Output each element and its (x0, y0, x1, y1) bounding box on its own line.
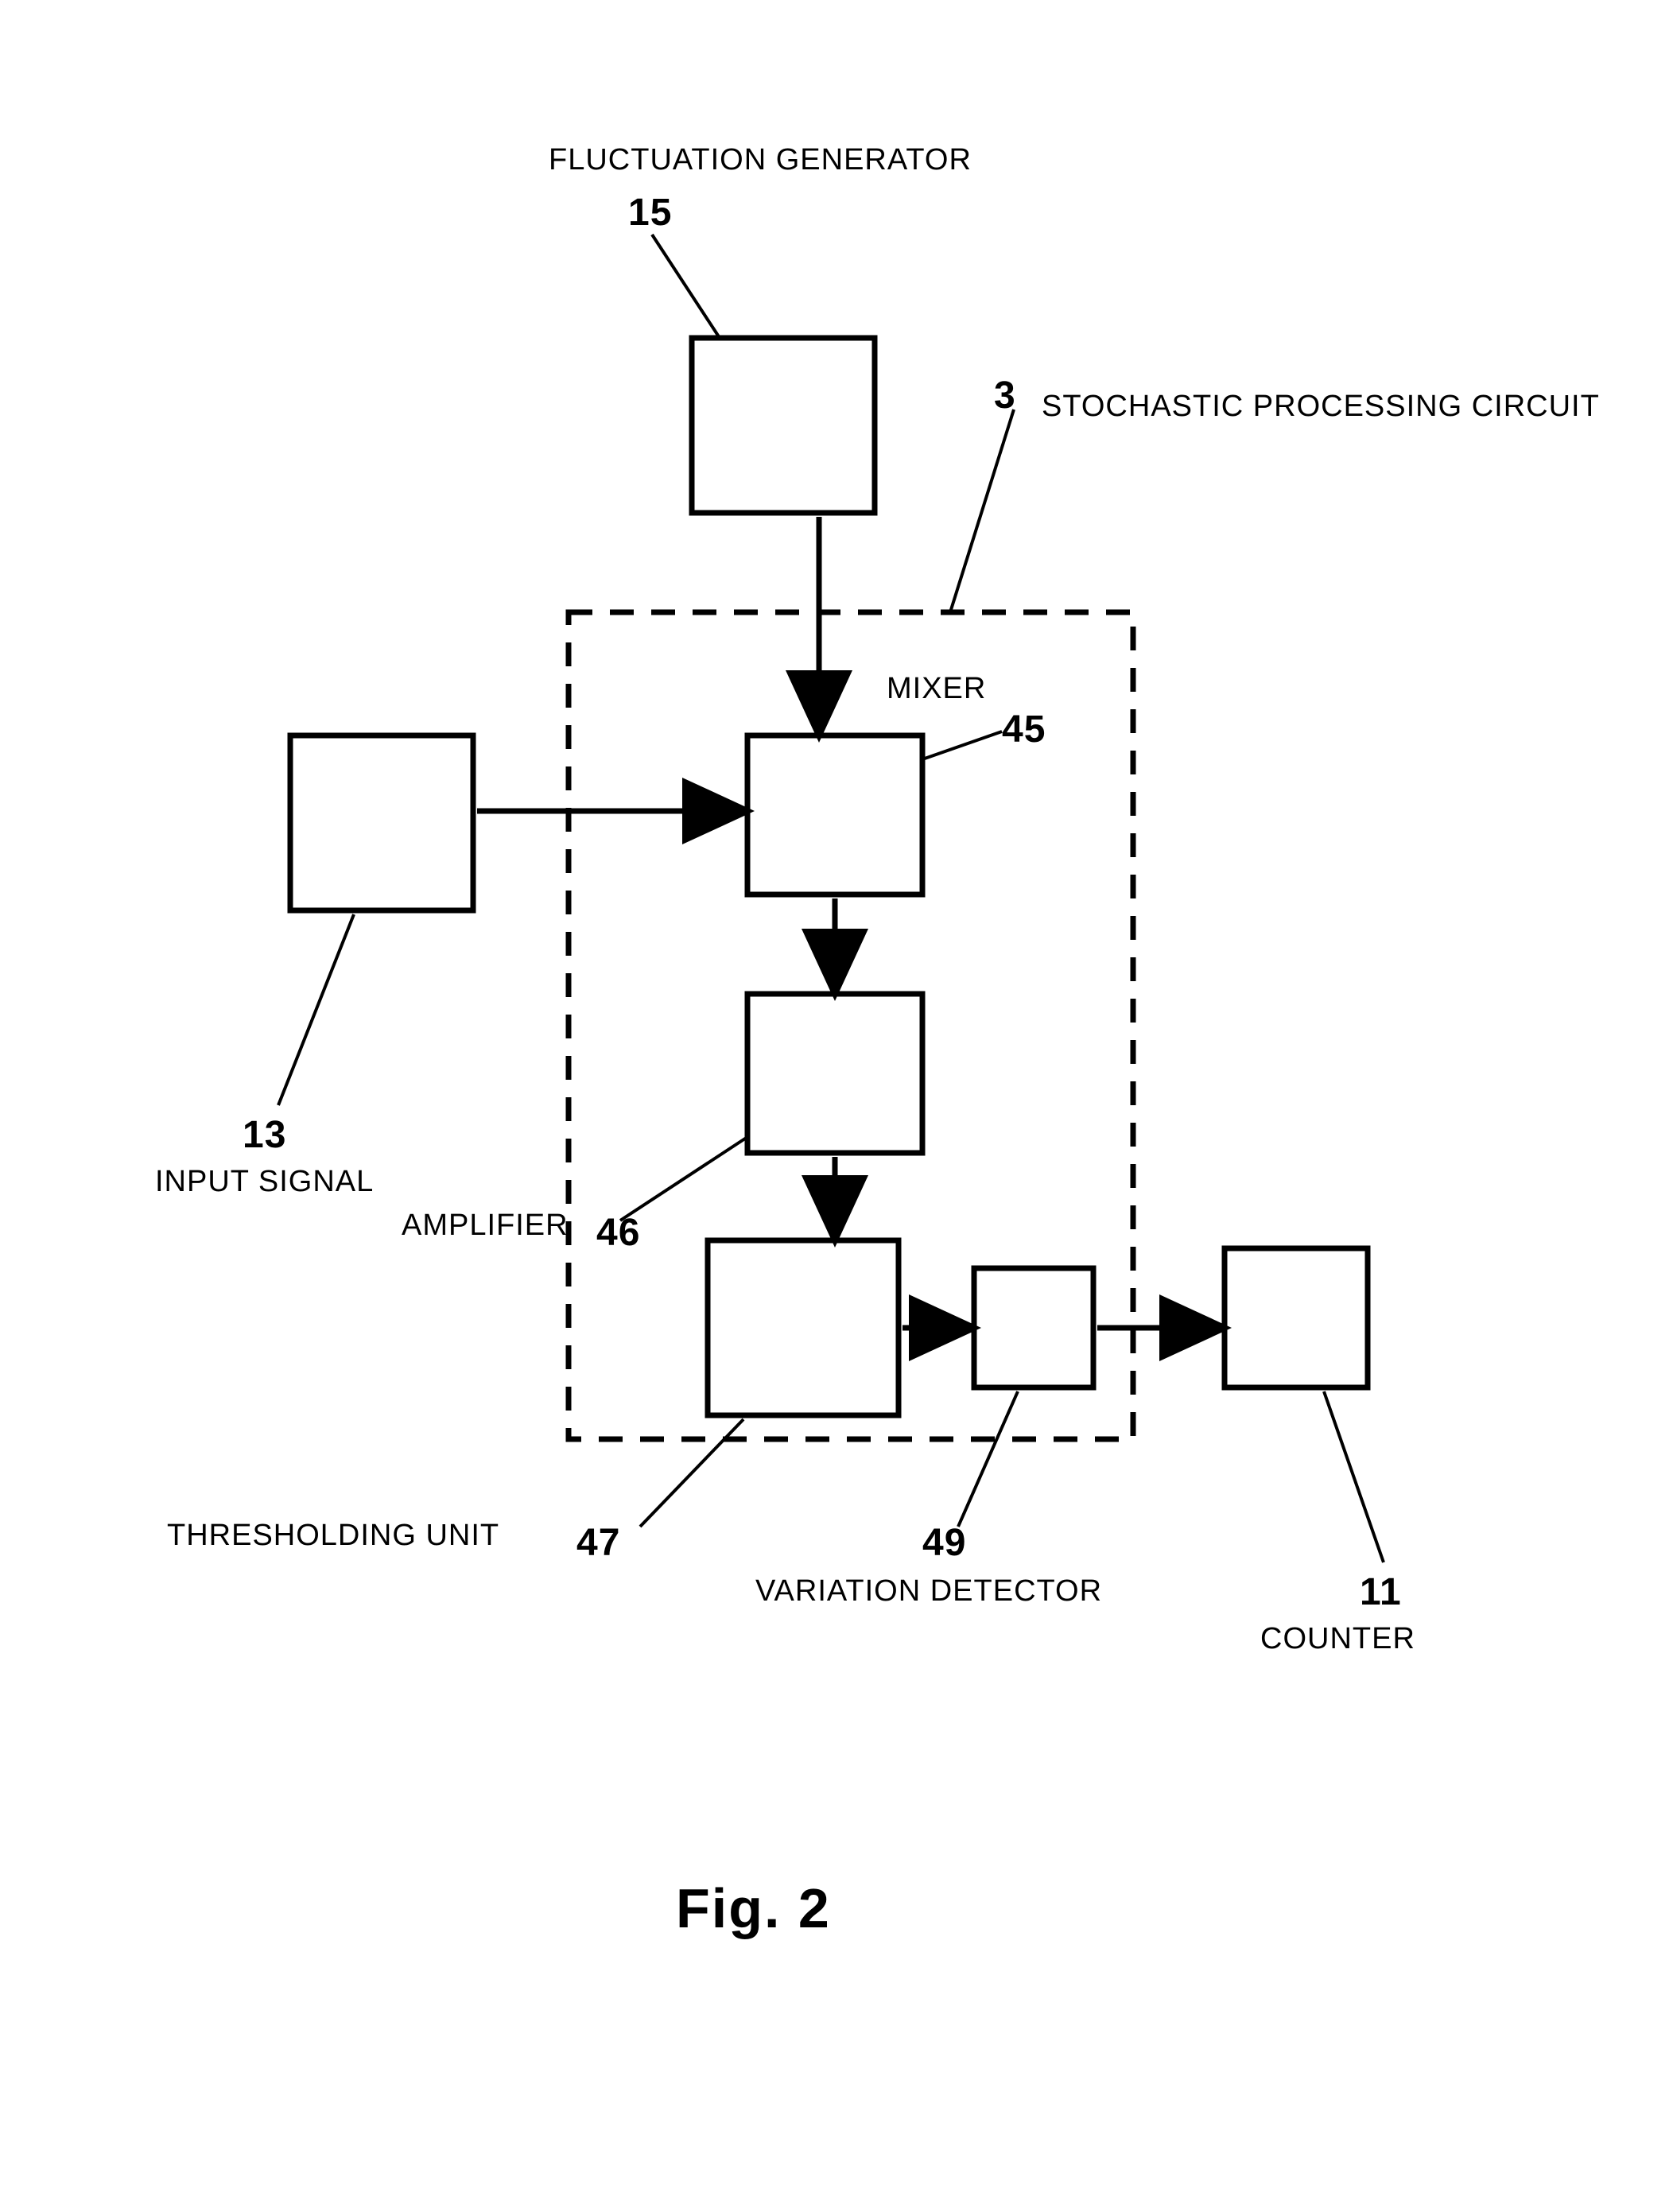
input-signal-num: 13 (243, 1113, 286, 1157)
varidet-leader (958, 1391, 1018, 1527)
figure-label: Fig. 2 (676, 1876, 831, 1940)
variation-detector-num: 49 (922, 1521, 966, 1565)
mixer-leader (922, 732, 1002, 759)
counter-box (1225, 1248, 1368, 1387)
variation_detector-box (974, 1268, 1093, 1387)
mixer-num: 45 (1002, 708, 1046, 751)
thresholding-unit-num: 47 (576, 1521, 620, 1565)
input_signal-box (290, 735, 473, 910)
amp-leader (620, 1137, 747, 1220)
threshold-leader (640, 1419, 743, 1527)
fluctuation-generator-label: FLUCTUATION GENERATOR (549, 143, 972, 177)
input-signal-label: INPUT SIGNAL (155, 1165, 374, 1199)
counter-num: 11 (1360, 1570, 1402, 1614)
spc-num: 3 (994, 374, 1016, 417)
counter-label: COUNTER (1260, 1622, 1415, 1656)
input-leader (278, 914, 354, 1105)
mixer-box (747, 735, 922, 895)
mixer-label: MIXER (887, 672, 986, 706)
fluctuation-generator-num: 15 (628, 191, 672, 235)
fg-leader (652, 235, 720, 338)
variation-detector-label: VARIATION DETECTOR (755, 1574, 1102, 1609)
spc-leader (950, 409, 1014, 612)
spc-label: STOCHASTIC PROCESSING CIRCUIT (1042, 390, 1600, 424)
amplifier-num: 46 (596, 1211, 640, 1255)
diagram-canvas: FLUCTUATION GENERATOR 15 3 STOCHASTIC PR… (0, 0, 1673, 2212)
counter-leader (1324, 1391, 1384, 1562)
fluctuation_generator-box (692, 338, 875, 513)
thresholding-unit-label: THRESHOLDING UNIT (167, 1519, 499, 1553)
thresholding-box (708, 1240, 899, 1415)
amplifier-box (747, 994, 922, 1153)
amplifier-label: AMPLIFIER (402, 1209, 569, 1243)
diagram-svg (0, 0, 1673, 2212)
